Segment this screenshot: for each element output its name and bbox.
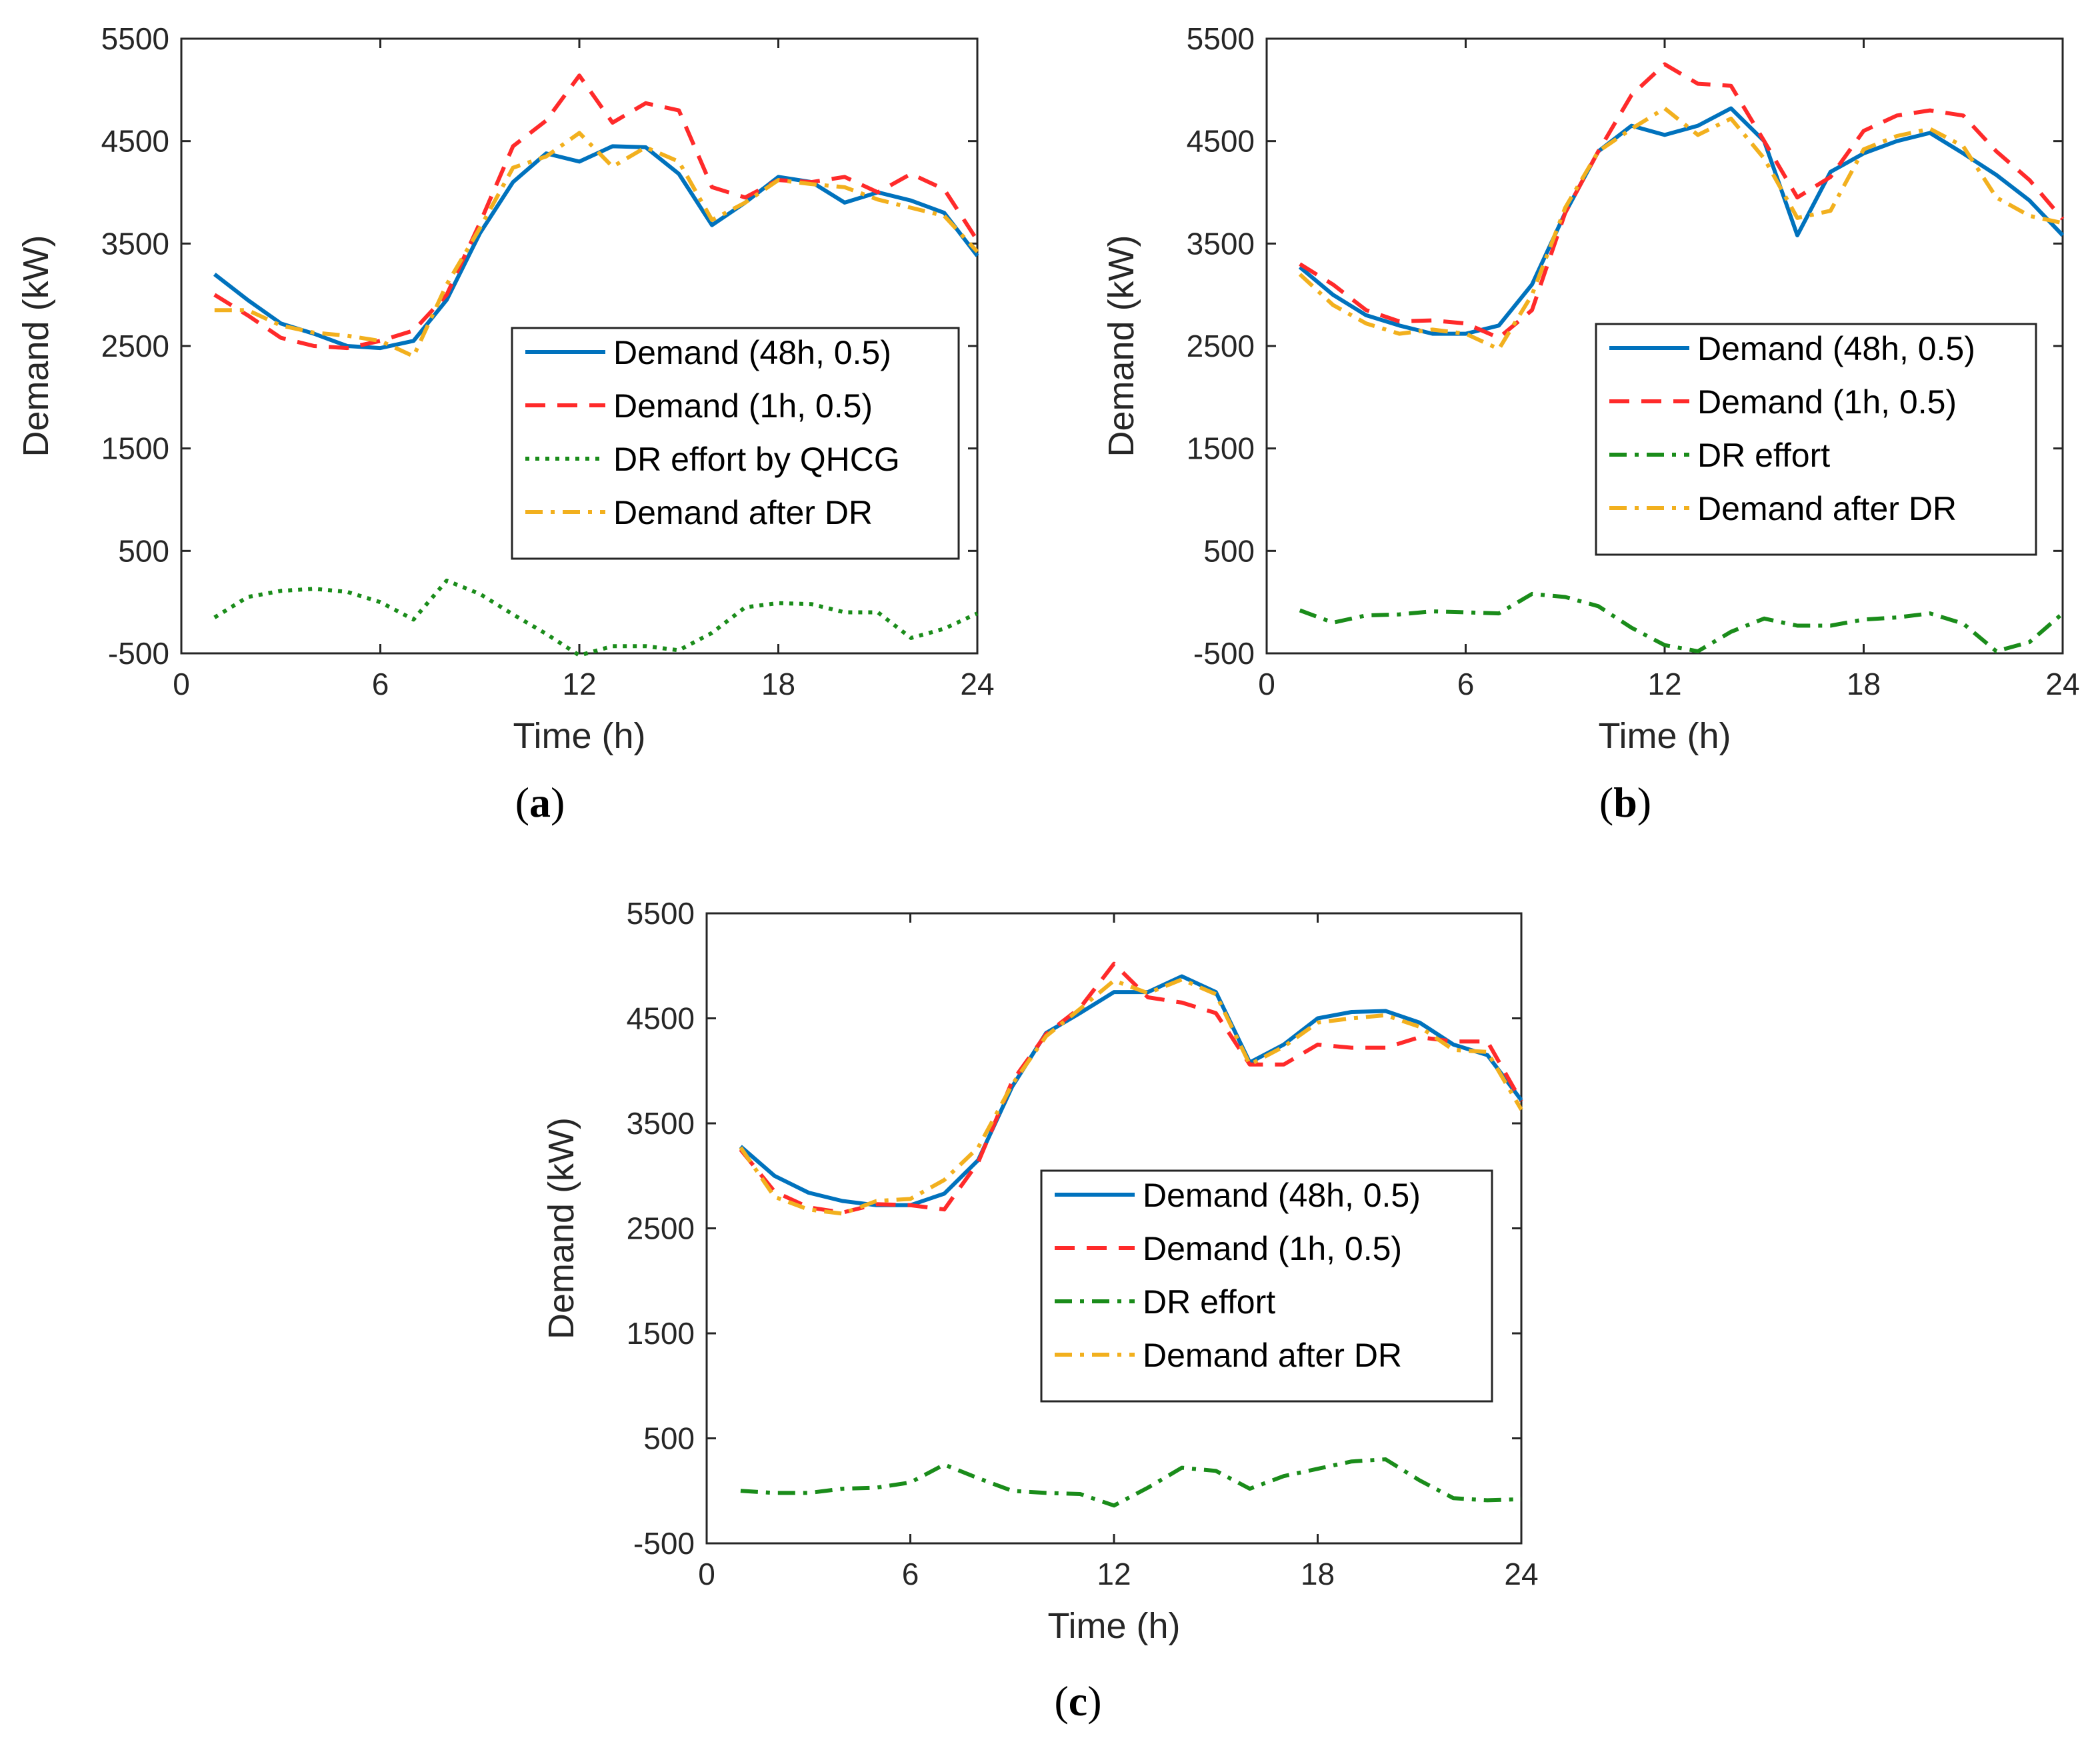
y-tick-label: 2500 — [1187, 329, 1255, 363]
legend-label: Demand (1h, 0.5) — [1697, 383, 1957, 421]
legend-label: DR effort — [1697, 437, 1830, 474]
series-line-red-dashed — [739, 961, 1523, 1215]
series-line-orange-dashdot — [1298, 106, 2063, 351]
y-tick-label: 1500 — [1187, 431, 1255, 466]
legend-label: Demand (48h, 0.5) — [613, 334, 891, 371]
series-line-blue-solid — [1298, 106, 2065, 336]
y-tick-label: 5500 — [1187, 21, 1255, 56]
legend-label: Demand (1h, 0.5) — [613, 387, 873, 425]
panel-caption-letter: a — [529, 779, 551, 826]
x-tick-label: 0 — [698, 1557, 715, 1591]
chart-panel-b: 0 6 12 18 24 -500 500 1500 2500 3500 4500 5500 Time … — [1101, 21, 2080, 826]
x-axis-label: Time (h) — [1599, 716, 1731, 756]
x-tick-label: 24 — [2045, 667, 2079, 701]
x-tick-label: 6 — [372, 667, 389, 701]
series-line-green-dashdot — [740, 1457, 1522, 1508]
series-line-green-dashdot — [1299, 591, 2064, 653]
y-tick-label: -500 — [108, 636, 169, 671]
y-tick-label: 500 — [118, 533, 169, 568]
x-axis-label: Time (h) — [1048, 1606, 1181, 1646]
legend-box — [511, 327, 960, 560]
panel-caption: (b) — [1599, 779, 1651, 826]
y-tick-label: 1500 — [101, 431, 169, 466]
y-tick-label: 500 — [643, 1421, 695, 1456]
legend-box — [1595, 323, 2037, 556]
y-axis-label: Demand (kW) — [1101, 235, 1141, 457]
series-line-green-dotted — [213, 578, 979, 658]
legend-label: DR effort by QHCG — [613, 441, 900, 478]
y-tick-label: 4500 — [627, 1001, 695, 1036]
y-tick-label: -500 — [1193, 636, 1255, 671]
legend-box — [1040, 1169, 1493, 1403]
y-tick-label: 3500 — [1187, 226, 1255, 261]
panel-caption-letter: c — [1069, 1677, 1087, 1725]
x-tick-label: 12 — [1647, 667, 1681, 701]
x-tick-label: 18 — [761, 667, 795, 701]
panel-caption: (a) — [515, 779, 565, 826]
x-tick-label: 18 — [1847, 667, 1881, 701]
x-tick-label: 12 — [1097, 1557, 1131, 1591]
x-tick-label: 6 — [902, 1557, 919, 1591]
x-tick-label: 24 — [1504, 1557, 1538, 1591]
y-tick-label: 4500 — [1187, 124, 1255, 159]
x-tick-label: 0 — [173, 667, 190, 701]
y-tick-label: 5500 — [101, 21, 169, 56]
chart-panel-a: 0 6 12 18 24 -500 500 1500 2500 3500 4500 5500 Time … — [16, 21, 995, 826]
x-tick-label: 24 — [960, 667, 994, 701]
y-tick-label: -500 — [633, 1526, 695, 1561]
y-axis-label: Demand (kW) — [541, 1117, 581, 1339]
y-tick-label: 3500 — [101, 226, 169, 261]
y-tick-label: 1500 — [627, 1316, 695, 1351]
y-axis-label: Demand (kW) — [16, 235, 56, 457]
panel-caption-letter: b — [1613, 779, 1637, 826]
series-line-blue-solid — [213, 144, 979, 351]
legend: Demand (48h, 0.5) Demand (1h, 0.5) DR effo… — [511, 327, 960, 560]
legend-label: Demand (48h, 0.5) — [1697, 330, 1975, 367]
legend: Demand (48h, 0.5) Demand (1h, 0.5) DR effo… — [1595, 323, 2037, 556]
x-axis-label: Time (h) — [513, 716, 646, 756]
y-tick-label: 2500 — [627, 1211, 695, 1246]
legend-label: Demand (1h, 0.5) — [1143, 1230, 1402, 1267]
y-tick-label: 5500 — [627, 896, 695, 931]
legend-label: DR effort — [1143, 1283, 1275, 1321]
y-tick-label: 4500 — [101, 124, 169, 159]
x-tick-label: 0 — [1258, 667, 1275, 701]
x-tick-label: 6 — [1457, 667, 1475, 701]
legend: Demand (48h, 0.5) Demand (1h, 0.5) DR effo… — [1040, 1169, 1493, 1403]
series-line-orange-dashdot — [214, 131, 979, 359]
x-tick-label: 18 — [1301, 1557, 1335, 1591]
y-tick-label: 3500 — [627, 1106, 695, 1141]
y-tick-label: 500 — [1203, 533, 1255, 568]
series-line-orange-dashdot — [739, 977, 1523, 1216]
y-tick-label: 2500 — [101, 329, 169, 363]
legend-label: Demand after DR — [1697, 490, 1957, 527]
legend-label: Demand (48h, 0.5) — [1143, 1177, 1421, 1214]
panel-caption: (c) — [1054, 1677, 1101, 1725]
legend-label: Demand after DR — [1143, 1337, 1402, 1374]
x-tick-label: 12 — [562, 667, 596, 701]
series-line-red-dashed — [213, 73, 979, 351]
chart-panel-c: 0 6 12 18 24 -500 500 1500 2500 3500 4500 5500 Time … — [541, 896, 1539, 1725]
series-line-red-dashed — [1299, 62, 2065, 340]
legend-label: Demand after DR — [613, 494, 873, 531]
